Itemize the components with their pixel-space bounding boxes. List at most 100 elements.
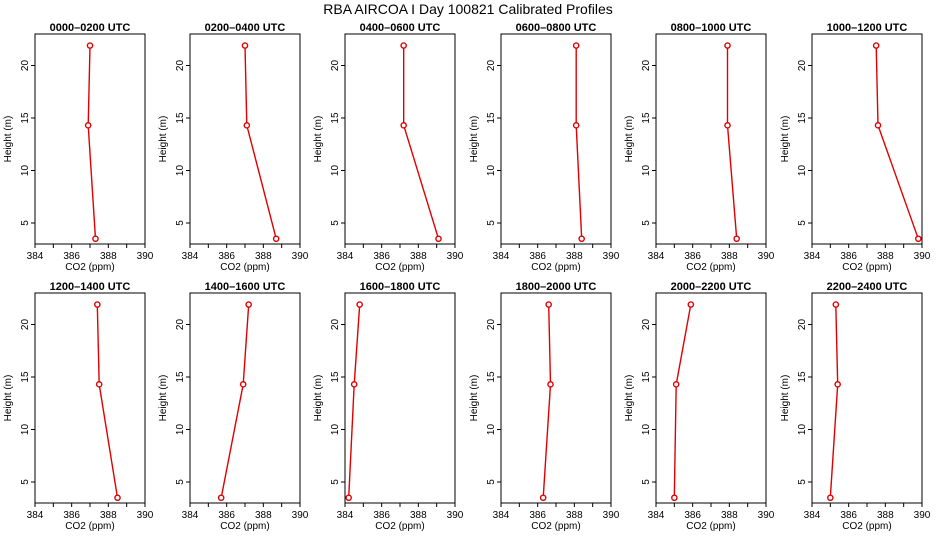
series-line: [220, 304, 250, 498]
y-tick-label: 20: [797, 319, 808, 331]
x-axis-label: CO2 (ppm): [220, 262, 269, 273]
y-tick-label: 5: [641, 479, 652, 485]
chart-panel: 2000–2200 UTC 384 386 388 390 5 10 15 20 CO2 (ppm…: [624, 281, 775, 532]
y-axis-label: Height (m): [624, 116, 635, 163]
x-tick-label: 384: [182, 251, 199, 262]
x-tick-label: 390: [447, 510, 464, 521]
x-tick-label: 388: [100, 251, 117, 262]
data-point: [239, 381, 247, 388]
x-tick-label: 390: [914, 251, 931, 262]
y-tick-label: 10: [486, 165, 497, 177]
panel-title: 0400–0600 UTC: [360, 22, 441, 34]
data-point: [217, 494, 225, 502]
x-axis-label: CO2 (ppm): [531, 521, 580, 532]
panel-title: 1600–1800 UTC: [360, 281, 441, 293]
data-point: [243, 122, 251, 129]
panel-title: 0600–0800 UTC: [516, 22, 597, 34]
x-tick-label: 388: [877, 510, 894, 521]
x-tick-label: 384: [648, 510, 665, 521]
x-tick-label: 386: [840, 510, 857, 521]
panel-title: 0200–0400 UTC: [205, 22, 286, 34]
chart-panel: 0400–0600 UTC 384 386 388 390 5 10 15 20 CO2 (ppm…: [313, 22, 464, 273]
panel-title: 2000–2200 UTC: [671, 281, 752, 293]
y-tick-label: 10: [20, 424, 31, 436]
y-axis-label: Height (m): [158, 375, 169, 422]
x-tick-label: 386: [373, 251, 390, 262]
y-axis-label: Height (m): [158, 116, 169, 163]
chart-panel: 1200–1400 UTC 384 386 388 390 5 10 15 20 CO2 (ppm…: [3, 281, 154, 532]
chart-panel: 0600–0800 UTC 384 386 388 390 5 10 15 20 CO2 (ppm…: [469, 22, 620, 273]
y-tick-label: 20: [797, 60, 808, 72]
x-tick-label: 386: [529, 510, 546, 521]
y-tick-label: 10: [175, 165, 186, 177]
y-axis-label: Height (m): [780, 116, 791, 163]
panel-title: 1400–1600 UTC: [205, 281, 286, 293]
x-tick-label: 386: [373, 510, 390, 521]
x-tick-label: 388: [255, 251, 272, 262]
y-axis-label: Height (m): [469, 375, 480, 422]
x-tick-label: 388: [721, 251, 738, 262]
series-line: [403, 45, 440, 240]
x-tick-label: 390: [603, 251, 620, 262]
y-tick-label: 20: [20, 60, 31, 72]
x-tick-label: 390: [137, 510, 154, 521]
x-tick-label: 384: [182, 510, 199, 521]
x-tick-label: 386: [684, 251, 701, 262]
x-tick-label: 390: [447, 251, 464, 262]
data-point: [435, 235, 442, 243]
x-tick-label: 390: [137, 251, 154, 262]
y-axis-label: Height (m): [3, 375, 14, 422]
y-tick-label: 5: [486, 220, 497, 226]
chart-panel: 0200–0400 UTC 384 386 388 390 5 10 15 20 CO2 (ppm…: [158, 22, 309, 273]
y-axis-label: Height (m): [469, 116, 480, 163]
data-point: [572, 122, 580, 129]
plot-frame: [500, 292, 612, 504]
x-tick-label: 388: [566, 510, 583, 521]
y-tick-label: 15: [20, 371, 31, 383]
y-axis-label: Height (m): [313, 375, 324, 422]
plot-frame: [500, 33, 612, 245]
x-tick-label: 390: [292, 251, 309, 262]
y-tick-label: 10: [486, 424, 497, 436]
data-point: [671, 494, 678, 502]
x-tick-label: 388: [410, 251, 427, 262]
data-point: [733, 235, 740, 243]
chart-panel: 1400–1600 UTC 384 386 388 390 5 10 15 20 CO2 (ppm…: [158, 281, 309, 532]
x-tick-label: 384: [337, 510, 354, 521]
series-line: [875, 45, 919, 240]
y-axis-label: Height (m): [624, 375, 635, 422]
data-point: [687, 301, 695, 308]
y-tick-label: 20: [330, 319, 341, 331]
data-point: [547, 381, 554, 388]
chart-panel: 0000–0200 UTC 384 386 388 390 5 10 15 20 CO2 (ppm…: [3, 22, 154, 273]
x-axis-label: CO2 (ppm): [220, 521, 269, 532]
y-tick-label: 20: [641, 60, 652, 72]
y-tick-label: 15: [330, 112, 341, 124]
series-line: [87, 45, 97, 239]
x-tick-label: 386: [684, 510, 701, 521]
x-tick-label: 388: [100, 510, 117, 521]
y-tick-label: 10: [20, 165, 31, 177]
y-tick-label: 10: [330, 424, 341, 436]
data-point: [724, 122, 731, 129]
plot-frame: [189, 292, 301, 504]
plot-frame: [655, 292, 767, 504]
data-point: [400, 42, 407, 49]
data-point: [834, 381, 841, 388]
plot-frame: [811, 292, 923, 504]
x-tick-label: 390: [758, 251, 775, 262]
data-point: [578, 235, 585, 243]
x-tick-label: 386: [218, 510, 235, 521]
series-line: [96, 304, 119, 498]
data-point: [114, 494, 121, 502]
x-tick-label: 384: [493, 251, 510, 262]
x-axis-label: CO2 (ppm): [842, 521, 891, 532]
data-point: [94, 301, 101, 308]
x-tick-label: 390: [758, 510, 775, 521]
data-point: [572, 42, 580, 49]
data-point: [84, 122, 92, 129]
series-line: [673, 304, 692, 498]
figure-title: RBA AIRCOA I Day 100821 Calibrated Profi…: [323, 1, 612, 17]
x-tick-label: 384: [804, 251, 821, 262]
